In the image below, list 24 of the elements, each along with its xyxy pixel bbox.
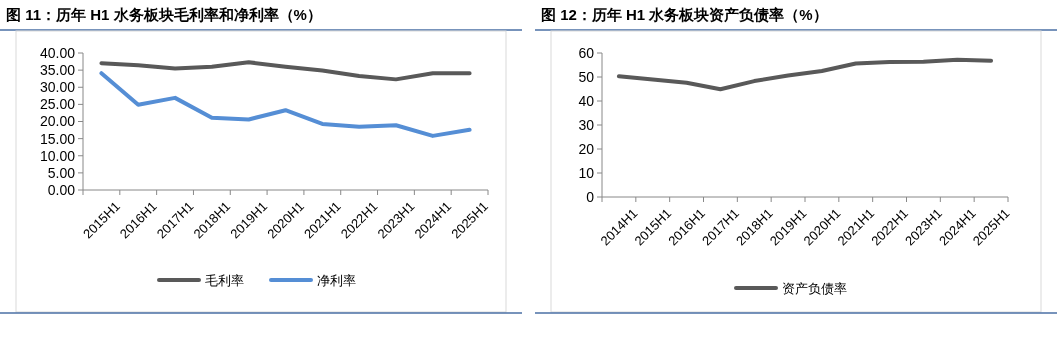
y-tick-label: 0 [586,188,595,205]
legend-label: 净利率 [317,272,356,288]
legend-label: 资产负债率 [782,280,847,296]
y-tick-label: 30 [578,116,595,133]
y-tick-label: 5.00 [47,164,76,181]
y-tick-label: 15.00 [39,130,76,147]
y-tick-label: 60 [578,44,595,61]
y-tick-label: 0.00 [47,181,76,198]
y-tick-label: 10.00 [39,147,76,164]
chart-title: 图 11：历年 H1 水务板块毛利率和净利率（%） [6,6,322,23]
y-tick-label: 10 [578,164,595,181]
y-tick-label: 50 [578,68,595,85]
y-tick-label: 35.00 [39,62,76,79]
line-series [616,57,994,92]
line-series [99,60,472,82]
y-tick-label: 40 [578,92,595,109]
y-tick-label: 40.00 [39,44,76,61]
legend-label: 毛利率 [205,272,244,288]
chart-title: 图 12：历年 H1 水务板块资产负债率（%） [541,6,828,23]
y-tick-label: 20.00 [39,113,76,130]
y-tick-label: 30.00 [39,79,76,96]
y-tick-label: 20 [578,140,595,157]
y-tick-label: 25.00 [39,96,76,113]
line-series [99,71,472,138]
